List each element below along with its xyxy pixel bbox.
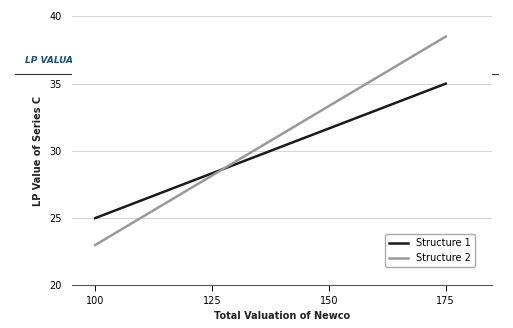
Legend: Structure 1, Structure 2: Structure 1, Structure 2: [385, 235, 475, 267]
Text: 15-6: 15-6: [102, 17, 157, 37]
X-axis label: Total Valuation of Newco: Total Valuation of Newco: [214, 311, 350, 321]
Text: LP VALUATION OF SERIES C, STRUCTURES 1 AND 2: LP VALUATION OF SERIES C, STRUCTURES 1 A…: [25, 56, 279, 65]
Text: EXHIBIT: EXHIBIT: [25, 22, 75, 32]
Y-axis label: LP Value of Series C: LP Value of Series C: [33, 96, 43, 206]
